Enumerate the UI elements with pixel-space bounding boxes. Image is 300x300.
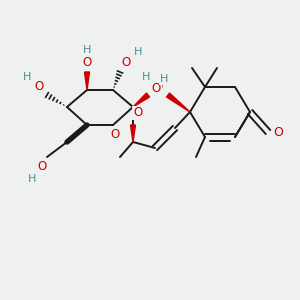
Text: O: O	[273, 125, 283, 139]
Text: O: O	[152, 82, 160, 94]
Polygon shape	[85, 72, 89, 90]
Polygon shape	[130, 125, 136, 142]
Text: H: H	[160, 74, 168, 84]
Text: O: O	[82, 56, 91, 68]
Text: H: H	[142, 72, 150, 82]
Text: O: O	[110, 128, 120, 142]
Text: H: H	[23, 72, 31, 82]
Polygon shape	[133, 93, 150, 107]
Text: O: O	[134, 106, 142, 119]
Text: O: O	[153, 80, 163, 94]
Text: H: H	[28, 174, 36, 184]
Text: O: O	[38, 160, 46, 173]
Text: H: H	[83, 45, 91, 55]
Polygon shape	[167, 93, 190, 112]
Text: O: O	[122, 56, 130, 68]
Text: O: O	[34, 80, 43, 94]
Text: H: H	[134, 47, 142, 57]
